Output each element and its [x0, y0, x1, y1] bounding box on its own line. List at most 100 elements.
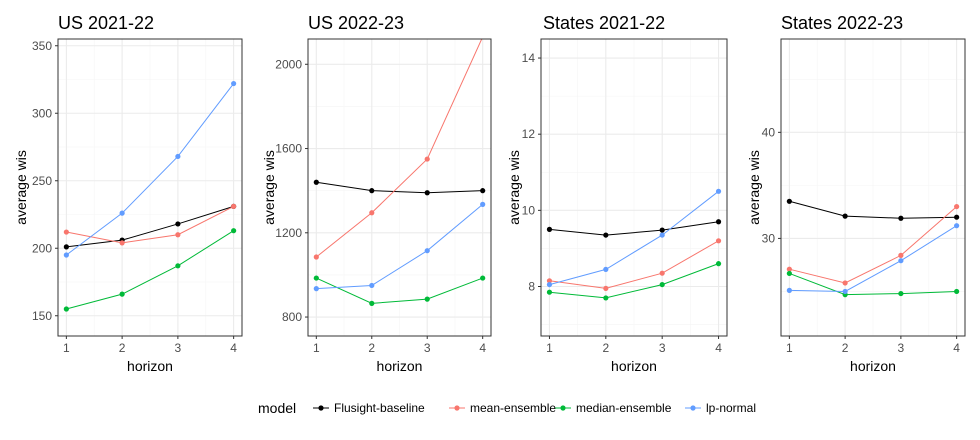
- data-point-median-ensemble: [313, 275, 319, 281]
- data-point-mean-ensemble: [231, 203, 237, 209]
- x-tick-label: 4: [715, 341, 722, 355]
- series-line-mean-ensemble: [66, 205, 234, 244]
- series-line-mean-ensemble: [316, 39, 483, 258]
- series-line-lp-normal: [549, 190, 719, 286]
- series-line-flusight-baseline: [66, 205, 234, 248]
- series-group: [63, 80, 237, 312]
- x-tick-label: 4: [479, 341, 486, 355]
- legend-title: model: [258, 400, 296, 416]
- series-group: [313, 39, 486, 306]
- legend-key-point: [454, 405, 460, 411]
- data-point-median-ensemble: [546, 289, 553, 295]
- y-tick-label: 150: [32, 309, 52, 323]
- legend-label: mean-ensemble: [470, 401, 556, 415]
- data-point-flusight-baseline: [603, 232, 609, 238]
- series-line-median-ensemble: [66, 230, 234, 310]
- y-tick-label: 800: [282, 310, 302, 324]
- series-line-median-ensemble: [316, 277, 483, 304]
- data-point-median-ensemble: [898, 290, 904, 297]
- series-line-lp-normal: [66, 83, 235, 256]
- series-line-median-ensemble: [549, 263, 719, 299]
- data-point-median-ensemble: [175, 263, 181, 269]
- data-point-lp-normal: [63, 252, 69, 258]
- panel-1: 150 200 250 300 350 1 2 3 4 US 2021-22 horizon aver…: [13, 13, 243, 374]
- data-point-flusight-baseline: [786, 198, 792, 204]
- y-tick-label: 350: [32, 39, 52, 53]
- data-point-median-ensemble: [424, 296, 430, 302]
- x-tick-label: 1: [786, 341, 793, 355]
- data-point-lp-normal: [546, 281, 553, 288]
- legend-key-point: [690, 405, 696, 411]
- data-point-lp-normal: [424, 248, 430, 254]
- x-axis-label: horizon: [127, 358, 173, 374]
- data-point-flusight-baseline: [546, 226, 553, 232]
- data-point-flusight-baseline: [659, 227, 665, 233]
- data-point-lp-normal: [603, 266, 609, 272]
- y-tick-label: 1200: [275, 226, 302, 240]
- data-point-lp-normal: [231, 80, 237, 87]
- x-axis-label: horizon: [377, 358, 423, 374]
- data-point-flusight-baseline: [369, 188, 375, 194]
- data-point-median-ensemble: [786, 270, 792, 277]
- panel-border: [307, 38, 492, 337]
- data-point-lp-normal: [898, 258, 904, 264]
- data-point-lp-normal: [480, 201, 486, 207]
- data-point-mean-ensemble: [119, 240, 125, 246]
- x-tick-label: 4: [953, 341, 960, 355]
- x-tick-label: 3: [659, 341, 666, 355]
- data-point-flusight-baseline: [715, 219, 722, 225]
- y-axis-label: average wis: [13, 150, 29, 225]
- data-point-median-ensemble: [715, 261, 722, 267]
- x-tick-label: 1: [313, 341, 320, 355]
- data-point-mean-ensemble: [842, 280, 848, 286]
- x-axis-label: horizon: [611, 358, 657, 374]
- x-tick-label: 2: [368, 341, 375, 355]
- data-point-mean-ensemble: [546, 278, 553, 284]
- series-line-lp-normal: [789, 225, 957, 292]
- data-point-flusight-baseline: [63, 244, 69, 250]
- y-tick-label: 14: [522, 51, 536, 65]
- data-point-mean-ensemble: [369, 210, 375, 216]
- y-tick-label: 12: [522, 127, 536, 141]
- y-tick-label: 200: [32, 241, 52, 255]
- x-tick-label: 3: [424, 341, 431, 355]
- x-tick-label: 1: [546, 341, 553, 355]
- series-line-lp-normal: [316, 203, 484, 290]
- panel-border: [57, 38, 243, 337]
- data-point-flusight-baseline: [175, 221, 181, 227]
- data-point-mean-ensemble: [313, 254, 319, 260]
- panel-border: [780, 38, 966, 337]
- panel-title: States 2021-22: [543, 13, 665, 33]
- x-axis-label: horizon: [850, 358, 896, 374]
- data-point-lp-normal: [842, 288, 848, 295]
- series-line-flusight-baseline: [316, 181, 483, 194]
- y-axis-label: average wis: [506, 150, 522, 225]
- legend-label: lp-normal: [706, 401, 756, 415]
- series-line-mean-ensemble: [789, 206, 957, 284]
- data-point-median-ensemble: [63, 306, 69, 312]
- data-point-flusight-baseline: [954, 214, 960, 220]
- data-point-median-ensemble: [369, 300, 375, 306]
- data-point-mean-ensemble: [603, 285, 609, 292]
- legend-label: median-ensemble: [576, 401, 672, 415]
- data-point-flusight-baseline: [313, 179, 319, 185]
- x-tick-label: 2: [602, 341, 609, 355]
- y-tick-label: 2000: [275, 57, 302, 71]
- data-point-median-ensemble: [954, 288, 960, 295]
- data-point-lp-normal: [119, 210, 125, 216]
- data-point-flusight-baseline: [842, 213, 848, 219]
- legend: model Flusight-baseline mean-ensemble media…: [258, 400, 756, 416]
- x-tick-label: 2: [119, 341, 126, 355]
- data-point-mean-ensemble: [659, 270, 665, 276]
- panel-border: [540, 38, 728, 337]
- panel-4: 30 40 1 2 3 4 States 2022-23 horizon average wis: [746, 13, 966, 374]
- y-axis-label: average wis: [746, 150, 762, 225]
- data-point-median-ensemble: [603, 295, 609, 301]
- data-point-mean-ensemble: [63, 229, 69, 235]
- panel-title: States 2022-23: [781, 13, 903, 33]
- panel-2: 800 1200 1600 2000 1 2 3 4 US 2022-23 horizon aver…: [261, 13, 492, 374]
- data-point-lp-normal: [954, 223, 960, 229]
- series-group: [546, 188, 722, 301]
- x-tick-label: 1: [63, 341, 70, 355]
